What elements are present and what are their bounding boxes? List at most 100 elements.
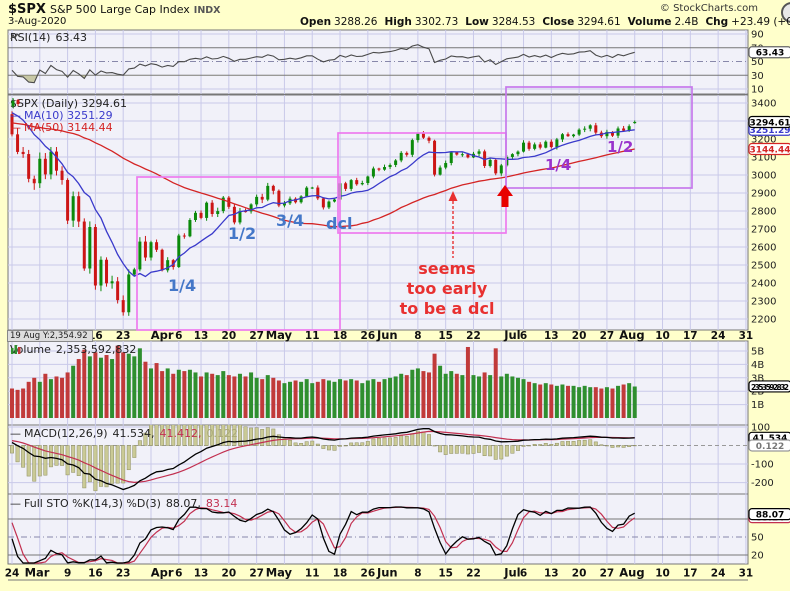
- svg-text:2300: 2300: [751, 297, 776, 308]
- svg-text:50: 50: [751, 57, 764, 68]
- svg-text:20: 20: [222, 568, 237, 580]
- svg-text:22: 22: [466, 568, 481, 580]
- ma10-label: MA(10) 3251.29: [24, 109, 113, 122]
- rsi-series: [11, 44, 635, 84]
- close-label: Close: [542, 15, 575, 28]
- axis-labels: 3400330032003100300029002800270026002500…: [751, 30, 776, 562]
- volume-value: 2.4B: [674, 15, 699, 28]
- date-axes: 24 Mar 916162323AprApr66131320202727MayMay…: [5, 328, 754, 581]
- open-label: Open: [300, 15, 332, 28]
- svg-text:23: 23: [116, 568, 131, 580]
- sto-value-2: 83.14: [205, 497, 238, 510]
- svg-text:8: 8: [414, 568, 421, 580]
- close-value: 3294.61: [577, 15, 621, 28]
- svg-text:6: 6: [175, 568, 182, 580]
- svg-text:May: May: [266, 566, 293, 580]
- axis-note: 19 Aug Y:2,354.92: [7, 330, 93, 342]
- svg-text:23: 23: [116, 330, 131, 342]
- svg-text:2700: 2700: [751, 225, 776, 236]
- svg-text:26: 26: [361, 330, 376, 342]
- svg-text:18: 18: [333, 568, 348, 580]
- svg-text:31: 31: [739, 330, 754, 342]
- macd-value-2: 41.412,: [159, 427, 202, 440]
- ma10-legend: — MA(10) 3251.29: [10, 109, 113, 122]
- volume-legend: Volume 2,353,592,832: [10, 343, 136, 356]
- svg-text:5B: 5B: [751, 347, 764, 358]
- cycle-label-1-2[interactable]: 1/2: [228, 224, 257, 243]
- svg-text:0.122: 0.122: [756, 442, 784, 452]
- svg-text:9: 9: [64, 568, 71, 580]
- open-value: 3288.26: [334, 15, 378, 28]
- svg-text:30: 30: [751, 71, 764, 82]
- svg-text:8: 8: [414, 330, 421, 342]
- cycle-label-1-2-right[interactable]: 1/2: [607, 138, 634, 156]
- volume-bars: [10, 345, 637, 418]
- svg-text:3144.44: 3144.44: [750, 145, 790, 155]
- svg-text:6: 6: [520, 568, 527, 580]
- svg-text:10: 10: [655, 568, 670, 580]
- annotation-box-3[interactable]: [505, 86, 693, 189]
- svg-text:6: 6: [175, 330, 182, 342]
- svg-text:Jun: Jun: [376, 566, 398, 580]
- svg-text:Mar: Mar: [25, 566, 50, 580]
- svg-text:6: 6: [520, 330, 527, 342]
- note-line-1: seems: [418, 259, 476, 278]
- cycle-label-dcl[interactable]: dcl: [326, 214, 353, 233]
- svg-text:Aug: Aug: [619, 566, 644, 580]
- svg-text:13: 13: [544, 330, 559, 342]
- svg-text:15: 15: [438, 568, 453, 580]
- drawn-annotations[interactable]: [136, 86, 693, 331]
- svg-text:3251.29: 3251.29: [750, 126, 790, 136]
- annotation-box-1[interactable]: [136, 176, 341, 331]
- svg-text:3100: 3100: [751, 153, 776, 164]
- svg-text:Jun: Jun: [376, 328, 398, 342]
- moving-averages: [11, 112, 635, 278]
- cycle-label-1-4[interactable]: 1/4: [168, 276, 197, 295]
- svg-text:20: 20: [572, 568, 587, 580]
- svg-text:41.534: 41.534: [753, 434, 788, 444]
- svg-text:13: 13: [544, 568, 559, 580]
- svg-text:2800: 2800: [751, 207, 776, 218]
- early-dcl-note[interactable]: seems too early to be a dcl: [377, 259, 517, 319]
- macd-series: [10, 425, 637, 492]
- low-label: Low: [465, 15, 489, 28]
- macd-legend: — MACD(12,26,9) 41.534, 41.412, 0.122: [10, 427, 238, 440]
- svg-text:20: 20: [751, 551, 764, 562]
- high-value: 3302.73: [414, 15, 459, 28]
- svg-text:13: 13: [194, 568, 209, 580]
- ma10-dash-icon: —: [10, 109, 21, 122]
- svg-text:31: 31: [739, 568, 754, 580]
- svg-text:10: 10: [751, 85, 764, 96]
- copyright: © StockCharts.com: [659, 3, 758, 14]
- ma50-legend: — MA(50) 3144.44: [10, 121, 113, 134]
- chart-date: 3-Aug-2020: [8, 16, 67, 27]
- rsi-label: RSI(14): [10, 31, 51, 44]
- macd-value-3: 0.122: [206, 427, 239, 440]
- cycle-label-3-4[interactable]: 3/4: [276, 211, 305, 230]
- svg-text:20: 20: [572, 330, 587, 342]
- svg-text:Aug: Aug: [619, 328, 644, 342]
- block-arrow-up[interactable]: [497, 185, 513, 207]
- ma50-dash-icon: —: [10, 121, 21, 134]
- svg-text:24: 24: [711, 330, 726, 342]
- svg-text:16: 16: [88, 568, 103, 580]
- svg-text:Jul: Jul: [503, 328, 520, 342]
- svg-text:20: 20: [222, 330, 237, 342]
- svg-text:2900: 2900: [751, 189, 776, 200]
- svg-text:Jul: Jul: [503, 566, 520, 580]
- svg-text:4B: 4B: [751, 360, 764, 371]
- price-title: $SPX (Daily) 3294.61: [10, 97, 128, 110]
- svg-text:10: 10: [655, 330, 670, 342]
- svg-text:26: 26: [361, 568, 376, 580]
- macd-label: MACD(12,26,9): [24, 427, 108, 440]
- quote-bar: Open 3288.26 High 3302.73 Low 3284.53 Close 329…: [300, 16, 790, 28]
- note-line-2: too early: [406, 279, 488, 298]
- candlestick-icon: [11, 98, 20, 108]
- high-label: High: [384, 15, 412, 28]
- sto-legend: — Full STO %K(14,3) %D(3) 88.07, 83.14: [10, 497, 237, 510]
- svg-text:15: 15: [438, 330, 453, 342]
- value-badges: 63.43 3251.29 3144.44 3294.61 2353592832 41.5…: [748, 46, 790, 523]
- cycle-label-1-4-right[interactable]: 1/4: [545, 156, 572, 174]
- svg-text:22: 22: [466, 330, 481, 342]
